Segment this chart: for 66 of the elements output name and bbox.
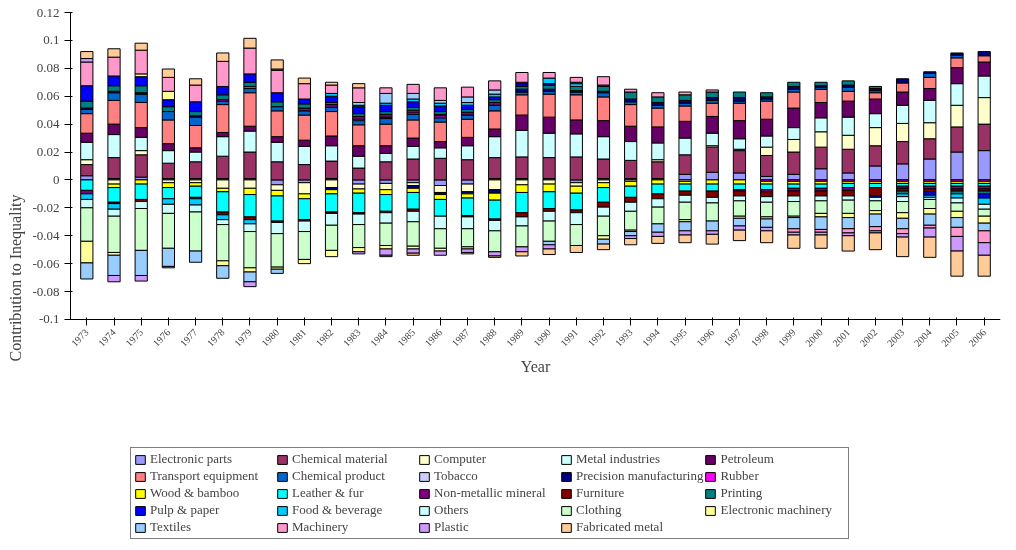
legend-label: Leather & fur (292, 485, 365, 501)
legend-label: Furniture (576, 485, 626, 501)
legend-label: Printing (720, 485, 764, 501)
y-tick-label: 0.02 (36, 144, 60, 160)
x-tick-label: 1993 (612, 326, 635, 349)
x-tick-label: 1978 (204, 326, 227, 349)
x-tick-label: 1984 (368, 326, 390, 349)
x-tick-label: 1997 (721, 326, 744, 349)
y-tick-label: 0.08 (36, 60, 60, 76)
x-tick-label: 1994 (639, 326, 662, 349)
y-tick-label: 0 (53, 171, 60, 187)
legend-label: Electronic machinery (720, 502, 833, 518)
y-tick-label: -0.08 (32, 283, 60, 299)
legend-label: Computer (434, 451, 487, 467)
x-tick-label: 1992 (585, 326, 608, 349)
legend-label: Rubber (720, 468, 760, 484)
x-tick-label: 1987 (449, 326, 472, 349)
x-tick-label: 1983 (340, 326, 363, 349)
y-tick-label: 0.12 (36, 4, 60, 20)
x-tick-label: 1981 (286, 326, 309, 349)
legend-label: Plastic (434, 519, 470, 535)
y-tick-label: 0.1 (43, 32, 60, 48)
legend-label: Pulp & paper (150, 502, 221, 518)
legend-label: Petroleum (720, 451, 775, 467)
y-tick-label: -0.04 (32, 227, 60, 243)
x-tick-label: 1982 (313, 326, 336, 349)
x-tick-label: 1985 (395, 326, 418, 349)
x-tick-label: 1977 (177, 326, 200, 349)
y-tick-label: 0.06 (36, 88, 60, 104)
x-tick-label: 1980 (259, 326, 282, 349)
legend-label: Clothing (576, 502, 623, 518)
legend-label: Chemical product (292, 468, 386, 484)
x-tick-label: 1990 (531, 326, 554, 349)
legend-label: Fabricated metal (576, 519, 664, 535)
x-tick-label: 1989 (504, 326, 526, 349)
x-axis-title: Year (520, 357, 551, 375)
x-tick-label: 1973 (68, 326, 91, 349)
legend-label: Precision manufacturing (576, 468, 704, 484)
y-tick-label: -0.1 (38, 311, 60, 327)
x-tick-label: 1974 (96, 326, 118, 349)
y-tick-label: 0.04 (36, 116, 60, 132)
x-tick-label: 1995 (667, 326, 690, 349)
x-tick-label: 1988 (476, 326, 499, 349)
x-tick-label: 1998 (748, 326, 771, 349)
x-tick-label: 1986 (422, 326, 445, 349)
legend-label: Textiles (150, 519, 192, 535)
x-tick-label: 1991 (558, 326, 581, 349)
x-tick-label: 1996 (694, 326, 717, 349)
x-tick-label: 2001 (830, 326, 853, 349)
x-tick-label: 1979 (232, 326, 254, 349)
x-tick-label: 1976 (150, 326, 173, 349)
legend-label: Food & beverage (292, 502, 384, 518)
legend-label: Metal industries (576, 451, 662, 467)
x-tick-label: 1975 (123, 326, 146, 349)
legend-label: Machinery (292, 519, 350, 535)
legend-label: Others (434, 502, 470, 518)
y-axis-title: Contribution to Inequality (7, 194, 26, 362)
y-tick-label: -0.02 (32, 199, 60, 215)
legend-label: Chemical material (292, 451, 389, 467)
x-tick-label: 1999 (775, 326, 798, 349)
legend-label: Electronic parts (150, 451, 233, 467)
y-tick-label: -0.06 (32, 255, 60, 271)
legend-label: Non-metallic mineral (434, 485, 547, 501)
legend-label: Wood & bamboo (150, 485, 241, 501)
legend-label: Transport equipment (150, 468, 260, 484)
legend-label: Tobacco (434, 468, 479, 484)
